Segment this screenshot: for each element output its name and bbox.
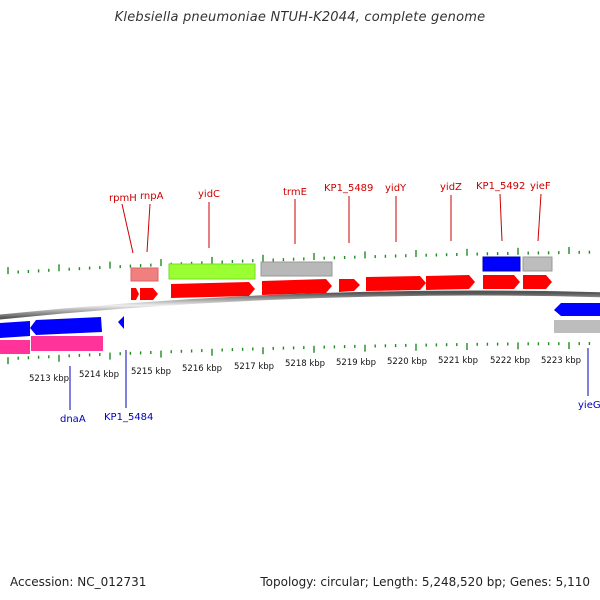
kbp-label: 5214 kbp: [79, 370, 119, 380]
kbp-label: 5217 kbp: [234, 362, 274, 372]
trna-feature[interactable]: [168, 263, 256, 280]
map-title: Klebsiella pneumoniae NTUH-K2044, comple…: [114, 10, 486, 25]
kbp-label: 5216 kbp: [182, 364, 222, 374]
pink-feature[interactable]: [0, 340, 30, 354]
grey-reverse-feature[interactable]: [554, 320, 600, 333]
gene-label-yidy[interactable]: yidY: [385, 183, 407, 194]
reverse-cds-arrow[interactable]: [0, 321, 30, 338]
gene-label-yidc[interactable]: yidC: [198, 189, 220, 200]
genome-backbone: [0, 290, 600, 320]
kbp-label: 5218 kbp: [285, 359, 325, 369]
misc-feature[interactable]: [260, 261, 333, 277]
gene-label-trme[interactable]: trmE: [283, 187, 307, 198]
cds-arrow[interactable]: [171, 282, 255, 298]
gene-label-kp1-5492[interactable]: KP1_5492: [476, 181, 525, 192]
kbp-label: 5220 kbp: [387, 357, 427, 367]
misc-feature-2[interactable]: [522, 256, 553, 272]
kbp-label: 5223 kbp: [541, 356, 581, 366]
kbp-label: 5215 kbp: [131, 367, 171, 377]
gene-label-rpmh[interactable]: rpmH: [109, 193, 137, 204]
gene-label-yief[interactable]: yieF: [530, 181, 551, 192]
blue-feature[interactable]: [482, 256, 521, 272]
cds-arrow[interactable]: [339, 279, 360, 292]
forward-label-leaders: [121, 193, 542, 254]
reverse-cds-arrow[interactable]: [30, 317, 102, 335]
reverse-cds-arrow[interactable]: [118, 316, 124, 329]
rrna-feature[interactable]: [130, 267, 159, 282]
cds-arrow[interactable]: [483, 275, 520, 289]
gene-label-yidz[interactable]: yidZ: [440, 182, 462, 193]
accession-text: Accession: NC_012731: [10, 575, 147, 589]
cds-arrow[interactable]: [426, 275, 475, 290]
kbp-label: 5221 kbp: [438, 356, 478, 366]
gene-label-kp1-5484[interactable]: KP1_5484: [104, 412, 153, 423]
reverse-gene-labels: dnaA KP1_5484 yieG: [60, 400, 600, 425]
cds-arrow[interactable]: [262, 279, 332, 295]
reverse-label-leaders: [69, 348, 589, 410]
cds-arrow[interactable]: [131, 288, 139, 300]
feature-track-forward-2: [130, 256, 553, 282]
feature-track-reverse: [0, 303, 600, 354]
gene-label-rnpa[interactable]: rnpA: [140, 191, 164, 202]
upper-tick-ruler: [7, 247, 591, 275]
kbp-label: 5219 kbp: [336, 358, 376, 368]
reverse-cds-arrow[interactable]: [554, 303, 600, 316]
kbp-label: 5213 kbp: [29, 374, 69, 384]
cds-arrow[interactable]: [140, 288, 158, 300]
cds-arrow[interactable]: [366, 276, 426, 291]
pink-feature[interactable]: [31, 336, 103, 351]
feature-track-forward-1: [131, 275, 552, 300]
forward-gene-labels: rpmH rnpA yidC trmE KP1_5489 yidY yidZ K…: [109, 181, 551, 204]
kbp-scale: 5213 kbp 5214 kbp 5215 kbp 5216 kbp 5217…: [29, 356, 581, 384]
gene-label-dnaa[interactable]: dnaA: [60, 414, 86, 425]
genome-summary-text: Topology: circular; Length: 5,248,520 bp…: [260, 575, 590, 589]
cds-arrow[interactable]: [523, 275, 552, 289]
gene-label-yieg[interactable]: yieG: [578, 400, 600, 411]
lower-tick-ruler: [7, 342, 591, 365]
gene-label-kp1-5489[interactable]: KP1_5489: [324, 183, 373, 194]
kbp-label: 5222 kbp: [490, 356, 530, 366]
